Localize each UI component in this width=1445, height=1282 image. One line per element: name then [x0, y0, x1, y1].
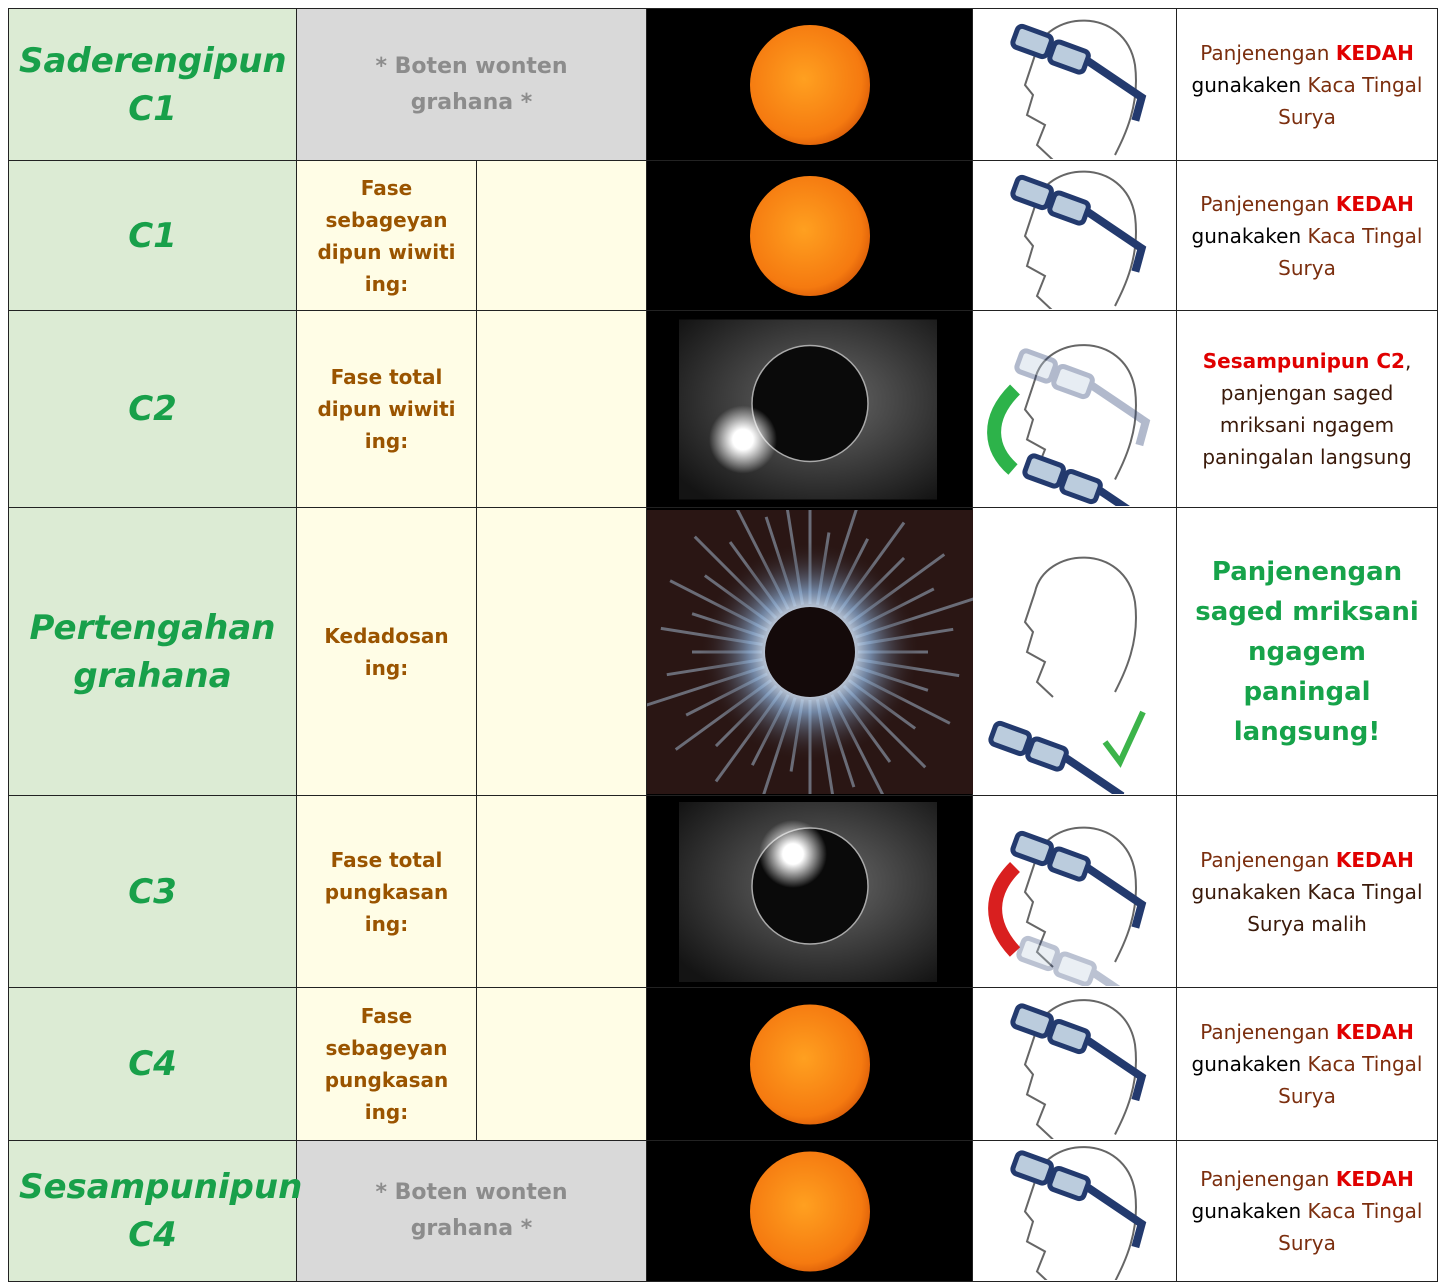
table-row: C4 Fase sebageyan pungkasan ing: Panjeneng… — [8, 987, 1439, 1141]
diamond-ring-photo — [679, 319, 938, 499]
viewer-illustration — [1009, 170, 1146, 309]
viewer-cell — [972, 160, 1178, 311]
time-cell — [475, 160, 648, 311]
instruction-text: Sesampunipun C2 — [1202, 349, 1405, 373]
phase-cell: C2 — [8, 310, 297, 508]
description-cell: Fase sebageyan pungkasan ing: — [296, 987, 477, 1141]
instruction-text: KEDAH — [1335, 847, 1414, 872]
table-row: Saderengipun C1 * Boten wonten grahana * P… — [8, 8, 1439, 161]
table-row: C1 Fase sebageyan dipun wiwiti ing: Panjen… — [8, 160, 1439, 311]
instruction-text: KEDAH — [1335, 40, 1414, 65]
viewer-illustration — [1009, 19, 1146, 159]
no-eclipse-cell: * Boten wonten grahana * — [295, 8, 648, 161]
instruction-text: gunakaken — [1191, 72, 1308, 97]
instruction-cell: Panjenengan KEDAH gunakaken Kaca Tingal … — [1176, 160, 1439, 311]
viewer-cell — [972, 795, 1178, 988]
instruction-text: KEDAH — [1335, 1167, 1414, 1191]
instruction-text: Panjenengan — [1200, 191, 1336, 216]
instruction-text: gunakaken — [1191, 223, 1308, 248]
table-row: C2 Fase total dipun wiwiti ing: Sesampunip… — [8, 310, 1439, 508]
diamond-ring-photo — [679, 801, 938, 982]
instruction-text: Panjenengan — [1200, 1020, 1336, 1044]
viewer-cell — [972, 8, 1178, 161]
instruction-text: Panjenengan saged mriksani ngagem paning… — [1195, 556, 1419, 747]
time-cell — [475, 310, 648, 508]
phase-cell: C3 — [8, 795, 297, 988]
phase-cell: Saderengipun C1 — [8, 8, 297, 161]
image-cell — [646, 507, 974, 796]
sun-photo — [750, 1151, 871, 1271]
table-row: C3 Fase total pungkasan ing: Panjenengan K… — [8, 795, 1439, 988]
phase-cell: Sesampunipun C4 — [8, 1140, 302, 1282]
no-eclipse-cell: * Boten wonten grahana * — [295, 1140, 648, 1282]
table-row: Sesampunipun C4 * Boten wonten grahana * P… — [8, 1140, 1439, 1282]
time-cell — [475, 795, 648, 988]
viewer-illustration — [987, 826, 1152, 986]
sun-photo — [714, 1004, 871, 1139]
viewer-illustration — [986, 343, 1158, 506]
image-cell — [646, 310, 974, 508]
totality-photo — [647, 509, 974, 794]
instruction-text: , panjengan saged mriksani ngagem paning… — [1202, 349, 1412, 469]
instruction-text: gunakaken — [1191, 1199, 1308, 1223]
image-cell — [646, 160, 974, 311]
viewer-cell — [972, 987, 1178, 1141]
instruction-text: Kaca Tingal Surya — [1278, 1199, 1423, 1255]
instruction-cell: Panjenengan saged mriksani ngagem paning… — [1176, 507, 1439, 796]
image-cell — [646, 795, 974, 988]
table-row: Pertengahan grahana Kedadosan ing: Panjene… — [8, 507, 1439, 796]
viewer-cell — [972, 310, 1178, 508]
viewer-illustration — [1009, 1145, 1146, 1280]
instruction-text: Kaca Tingal Surya — [1278, 223, 1423, 280]
phase-cell: C1 — [8, 160, 297, 311]
instruction-text: Kaca Tingal Surya — [1278, 72, 1423, 129]
description-cell: Fase total pungkasan ing: — [296, 795, 477, 988]
time-cell — [475, 507, 648, 796]
instruction-cell: Panjenengan KEDAH gunakaken Kaca Tingal … — [1176, 8, 1439, 161]
viewer-cell — [972, 507, 1178, 796]
description-cell: Fase sebageyan dipun wiwiti ing: — [296, 160, 477, 311]
sun-photo — [750, 24, 871, 145]
phase-cell: Pertengahan grahana — [8, 507, 297, 796]
instruction-text: Panjenengan — [1200, 1167, 1336, 1191]
eclipse-table: Saderengipun C1 * Boten wonten grahana * P… — [8, 8, 1439, 1282]
instruction-text: Kaca Tingal Surya — [1278, 1052, 1423, 1108]
time-cell — [475, 987, 648, 1141]
instruction-text: Panjenengan — [1200, 847, 1336, 872]
instruction-cell: Sesampunipun C2, panjengan saged mriksan… — [1176, 310, 1439, 508]
description-cell: Kedadosan ing: — [296, 507, 477, 796]
instruction-text: Panjenengan — [1200, 40, 1336, 65]
image-cell — [646, 1140, 974, 1282]
viewer-cell — [972, 1140, 1178, 1282]
image-cell — [646, 987, 974, 1141]
instruction-cell: Panjenengan KEDAH gunakaken Kaca Tingal … — [1176, 1140, 1439, 1282]
description-cell: Fase total dipun wiwiti ing: — [296, 310, 477, 508]
sun-photo — [750, 162, 905, 296]
image-cell — [646, 8, 974, 161]
viewer-illustration — [987, 556, 1146, 794]
instruction-text: gunakaken Kaca Tingal Surya malih — [1191, 879, 1423, 936]
instruction-cell: Panjenengan KEDAH gunakaken Kaca Tingal … — [1176, 987, 1439, 1141]
instruction-text: KEDAH — [1335, 191, 1414, 216]
instruction-cell: Panjenengan KEDAH gunakaken Kaca Tingal … — [1176, 795, 1439, 988]
instruction-text: gunakaken — [1191, 1052, 1308, 1076]
viewer-illustration — [1009, 998, 1146, 1139]
phase-cell: C4 — [8, 987, 297, 1141]
instruction-text: KEDAH — [1335, 1020, 1414, 1044]
